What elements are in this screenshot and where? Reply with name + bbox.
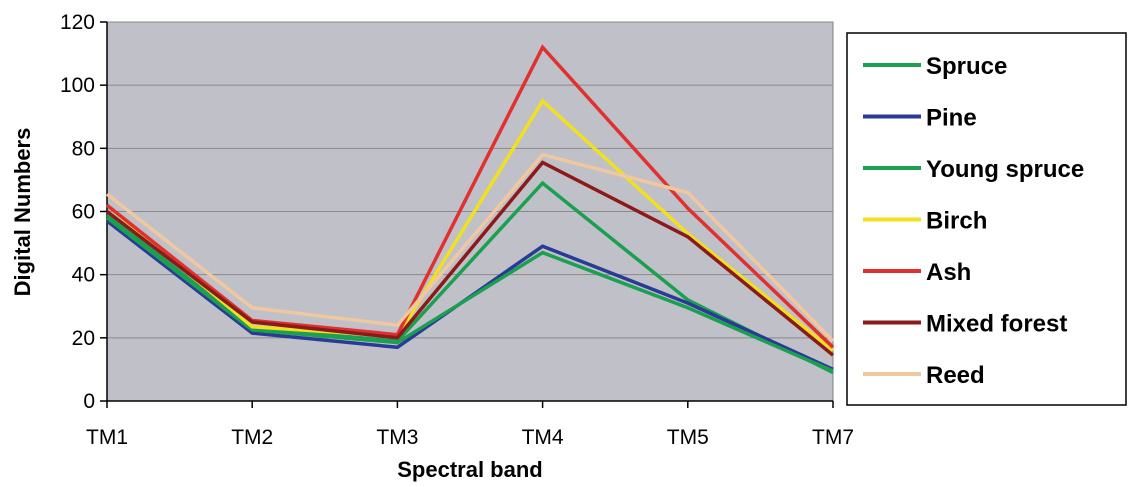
x-tick-label: TM3 bbox=[376, 426, 418, 449]
series-line-mixed-forest bbox=[105, 160, 835, 357]
y-tick-label: 120 bbox=[60, 11, 95, 34]
x-tick-label: TM1 bbox=[86, 426, 128, 449]
legend-label-birch: Birch bbox=[926, 208, 987, 235]
x-tick-label: TM7 bbox=[812, 426, 854, 449]
series-line-ash bbox=[105, 44, 835, 349]
y-axis-title: Digital Numbers bbox=[10, 128, 35, 297]
legend-label-spruce: Spruce bbox=[926, 53, 1007, 80]
legend-label-young-spruce: Young spruce bbox=[926, 156, 1084, 183]
y-tick-label: 20 bbox=[72, 327, 95, 350]
y-tick-label: 60 bbox=[72, 201, 95, 224]
x-tick-label: TM4 bbox=[522, 426, 564, 449]
series-layer bbox=[105, 44, 835, 375]
y-tick-label: 100 bbox=[60, 74, 95, 97]
legend-label-ash: Ash bbox=[926, 259, 971, 286]
series-line-young-spruce bbox=[105, 216, 834, 373]
series-line-reed bbox=[105, 152, 835, 343]
legend-label-pine: Pine bbox=[926, 105, 977, 132]
x-tick-label: TM2 bbox=[231, 426, 273, 449]
legend-label-mixed-forest: Mixed forest bbox=[926, 311, 1067, 338]
series-line-birch bbox=[105, 98, 835, 352]
x-axis-title: Spectral band bbox=[397, 457, 542, 482]
x-axis: TM1 TM2 TM3 TM4 TM5 TM7 bbox=[86, 400, 854, 449]
x-tick-label: TM5 bbox=[667, 426, 709, 449]
legend-label-reed: Reed bbox=[926, 362, 985, 389]
y-axis: 0 20 40 60 80 100 120 bbox=[60, 11, 108, 413]
y-tick-label: 80 bbox=[72, 137, 95, 160]
y-tick-label: 0 bbox=[83, 390, 95, 413]
plot-area bbox=[106, 21, 834, 402]
legend: Spruce Pine Young spruce Birch Ash Mixed fore… bbox=[846, 32, 1127, 406]
y-tick-label: 40 bbox=[72, 264, 95, 287]
